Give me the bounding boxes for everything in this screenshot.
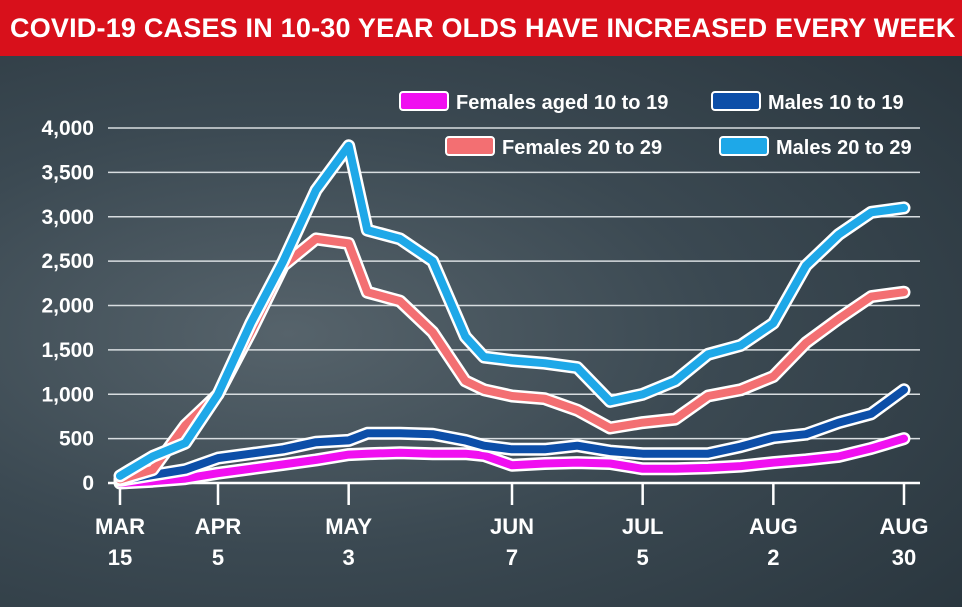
x-tick-label-month: JUN [490, 514, 534, 539]
x-tick-label-day: 30 [892, 545, 916, 570]
series-lines [113, 139, 911, 490]
x-tick-label-day: 3 [343, 545, 355, 570]
x-tick-label-month: JUL [622, 514, 664, 539]
y-tick-label: 3,000 [41, 206, 94, 229]
x-tick-label-month: MAY [325, 514, 372, 539]
x-axis: MAR 15 APR 5 MAY 3 JUN 7 JUL 5 AUG 2 AUG 30 [95, 481, 929, 570]
series-outline-3 [113, 139, 911, 483]
x-tick-label-month: AUG [749, 514, 798, 539]
x-tick-label-day: 5 [212, 545, 224, 570]
x-tick-label-day: 2 [767, 545, 779, 570]
y-tick-label: 4,000 [41, 117, 94, 140]
series-line-3 [116, 141, 908, 480]
series-line-1 [116, 385, 908, 485]
x-tick-label-month: AUG [880, 514, 929, 539]
legend-label: Females aged 10 to 19 [456, 92, 668, 114]
legend: Females aged 10 to 19 Males 10 to 19 Femal… [399, 91, 912, 159]
y-tick-label: 0 [82, 472, 94, 495]
y-tick-label: 3,500 [41, 161, 94, 184]
x-tick-label-day: 15 [108, 545, 132, 570]
y-tick-label: 2,500 [41, 250, 94, 273]
series-line-0 [116, 434, 908, 487]
legend-label: Males 20 to 29 [776, 137, 912, 159]
legend-swatch [711, 91, 761, 111]
x-tick-label-day: 7 [506, 545, 518, 570]
chart-title: COVID-19 CASES IN 10-30 YEAR OLDS HAVE I… [0, 0, 962, 56]
legend-swatch [719, 136, 769, 156]
y-tick-label: 500 [59, 428, 94, 451]
x-tick-label-day: 5 [637, 545, 649, 570]
y-tick-label: 2,000 [41, 295, 94, 318]
y-axis-ticks: 0 500 1,000 1,500 2,000 2,500 3,000 3,500 4,000 [41, 117, 94, 495]
legend-swatch [445, 136, 495, 156]
legend-label: Females 20 to 29 [502, 137, 662, 159]
legend-swatch [399, 91, 449, 111]
y-tick-label: 1,500 [41, 339, 94, 362]
legend-label: Males 10 to 19 [768, 92, 904, 114]
x-tick-label-month: MAR [95, 514, 145, 539]
x-tick-label-month: APR [195, 514, 242, 539]
y-tick-label: 1,000 [41, 383, 94, 406]
